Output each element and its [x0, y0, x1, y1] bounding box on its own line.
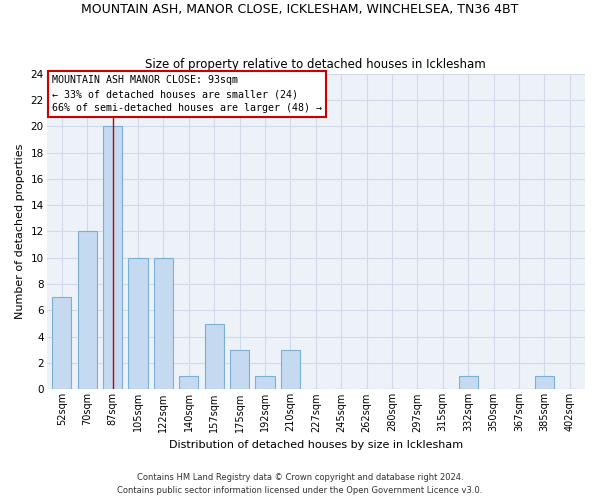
Bar [154, 258, 173, 390]
Bar [52, 298, 71, 390]
Text: Contains HM Land Registry data © Crown copyright and database right 2024.
Contai: Contains HM Land Registry data © Crown c… [118, 474, 482, 495]
Y-axis label: Number of detached properties: Number of detached properties [15, 144, 25, 319]
Bar [535, 376, 554, 390]
Title: Size of property relative to detached houses in Icklesham: Size of property relative to detached ho… [145, 58, 486, 71]
X-axis label: Distribution of detached houses by size in Icklesham: Distribution of detached houses by size … [169, 440, 463, 450]
Bar [205, 324, 224, 390]
Text: MOUNTAIN ASH, MANOR CLOSE, ICKLESHAM, WINCHELSEA, TN36 4BT: MOUNTAIN ASH, MANOR CLOSE, ICKLESHAM, WI… [82, 2, 518, 16]
Bar [179, 376, 199, 390]
Bar [128, 258, 148, 390]
Bar [281, 350, 300, 390]
Bar [77, 232, 97, 390]
Bar [458, 376, 478, 390]
Bar [103, 126, 122, 390]
Bar [230, 350, 249, 390]
Text: MOUNTAIN ASH MANOR CLOSE: 93sqm
← 33% of detached houses are smaller (24)
66% of: MOUNTAIN ASH MANOR CLOSE: 93sqm ← 33% of… [52, 75, 322, 113]
Bar [256, 376, 275, 390]
